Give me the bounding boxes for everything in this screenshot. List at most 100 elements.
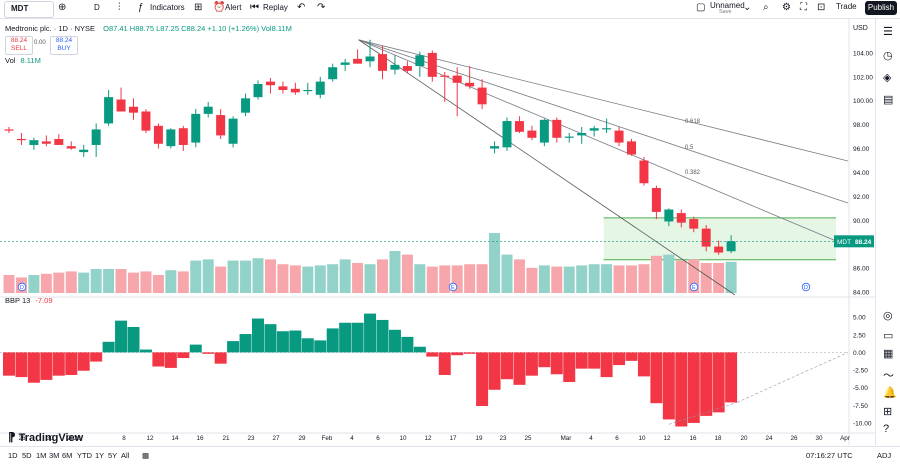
bbp-bar <box>687 352 700 423</box>
candle-body <box>514 121 524 132</box>
time-tick-label: 29 <box>298 435 306 442</box>
grid-icon[interactable]: ⊞ <box>883 406 893 418</box>
bbp-bar <box>351 322 364 353</box>
buy-button[interactable]: 88.24 BUY <box>50 36 78 55</box>
symbol-search[interactable]: MDT <box>4 1 54 18</box>
calendar-icon[interactable]: ▦ <box>883 348 894 360</box>
price-tick-label: 104.00 <box>853 50 873 57</box>
settings-icon[interactable]: ⚙ <box>782 2 791 13</box>
interval-button[interactable]: D <box>94 3 100 12</box>
bbp-bar <box>164 352 177 368</box>
timeframe-button[interactable]: All <box>121 451 130 460</box>
bbp-bar <box>3 352 15 376</box>
volume-bar <box>327 264 339 293</box>
price-tick-label: 90.00 <box>853 218 870 225</box>
volume-bar <box>165 270 177 293</box>
timeframe-button[interactable]: 1Y <box>95 451 105 460</box>
trade-button[interactable]: Trade <box>836 2 857 11</box>
candle-body <box>241 98 251 113</box>
quick-search-icon[interactable]: ⌕ <box>763 2 769 13</box>
watchlist-icon[interactable]: ☰ <box>883 26 893 38</box>
volume-bar <box>302 266 314 293</box>
undo-icon[interactable]: ↶ <box>297 2 306 13</box>
timeframe-button[interactable]: 6M <box>62 451 73 460</box>
publish-button[interactable]: Publish <box>865 1 897 15</box>
add-symbol-icon[interactable]: ⊕ <box>58 2 67 13</box>
time-tick-label: 12 <box>663 435 671 442</box>
candle-body <box>340 62 350 65</box>
layout-name[interactable]: Unnamed <box>710 1 745 10</box>
calendar-range-icon[interactable]: ▦ <box>142 451 150 460</box>
time-tick-label: 6 <box>615 435 619 442</box>
timeframe-button[interactable]: 3M <box>49 451 60 460</box>
candle-body <box>278 86 288 90</box>
indicators-icon[interactable]: ƒ <box>138 2 144 13</box>
right-toolbar: ☰ ◷ ◈ ▤ ◎ ▭ ▦ 〜 🔔 ⊞ ? <box>875 19 900 445</box>
pulse-icon[interactable]: 〜 <box>883 370 894 382</box>
candle-body <box>527 130 537 138</box>
bbp-tick-label: -7.50 <box>853 403 868 410</box>
volume-bar <box>414 264 426 293</box>
last-price-tag <box>834 235 874 248</box>
replay-button[interactable]: Replay <box>263 3 288 12</box>
notes-icon[interactable]: ▤ <box>883 94 894 106</box>
candle-body <box>477 87 487 105</box>
sell-button[interactable]: 88.24 SELL <box>5 36 33 55</box>
volume-bar <box>314 265 326 293</box>
volume-bar <box>264 259 276 293</box>
tradingview-logo: ⁋ TradingView <box>8 430 84 444</box>
bbp-projection-line <box>736 352 849 403</box>
volume-bar <box>277 264 289 293</box>
replay-icon[interactable]: ⏮ <box>250 2 259 13</box>
layout-icon[interactable]: ▢ <box>696 2 706 13</box>
timeframe-button[interactable]: 5Y <box>108 451 118 460</box>
earnings-marker-label: E <box>692 285 696 291</box>
candle-body <box>415 55 425 67</box>
timeframe-button[interactable]: 1M <box>36 451 47 460</box>
candle-body <box>502 121 512 148</box>
alert-button[interactable]: Alert <box>225 3 242 12</box>
alerts-clock-icon[interactable]: ◷ <box>883 50 893 62</box>
bbp-legend-label: BBP 13 <box>5 296 31 305</box>
candle-body <box>490 146 500 149</box>
volume-bar <box>215 266 227 293</box>
buy-label: BUY <box>57 45 71 52</box>
layers-icon[interactable]: ◈ <box>883 72 892 84</box>
timeframe-button[interactable]: YTD <box>77 451 92 460</box>
time-tick-label: 27 <box>272 435 280 442</box>
candle-body <box>29 140 39 145</box>
candle-body <box>166 129 176 147</box>
timeframe-button[interactable]: 5D <box>22 451 32 460</box>
bbp-bar <box>426 352 439 357</box>
templates-icon[interactable]: ⊞ <box>194 2 203 13</box>
redo-icon[interactable]: ↷ <box>317 2 326 13</box>
snapshot-icon[interactable]: ⊡ <box>817 2 826 13</box>
bbp-bar <box>52 352 65 376</box>
help-icon[interactable]: ? <box>883 423 890 435</box>
volume-legend-label: Vol <box>5 56 16 65</box>
chart-type-icon[interactable]: ⫶ <box>118 2 121 13</box>
bbp-bar <box>289 330 302 353</box>
candle-body <box>664 209 674 222</box>
chat-icon[interactable]: ▭ <box>883 330 894 342</box>
volume-legend-value: 8.11M <box>20 56 41 65</box>
bbp-bar <box>202 352 215 354</box>
clock-readout[interactable]: 07:16:27 UTC <box>806 451 853 460</box>
volume-bar <box>613 265 625 293</box>
bbp-bar <box>376 319 389 353</box>
candle-body <box>390 64 400 70</box>
chevron-down-icon[interactable]: ⌄ <box>743 2 752 13</box>
adjust-toggle[interactable]: ADJ <box>877 451 892 460</box>
fullscreen-icon[interactable]: ⛶ <box>800 2 807 13</box>
bbp-bar <box>438 352 451 375</box>
indicators-button[interactable]: Indicators <box>150 3 185 12</box>
target-icon[interactable]: ◎ <box>883 310 893 322</box>
bell-icon[interactable]: 🔔 <box>883 387 897 399</box>
bbp-bar <box>600 352 613 378</box>
alert-icon[interactable]: ⏰ <box>213 2 226 13</box>
candle-body <box>315 81 325 95</box>
layout-save[interactable]: Save <box>719 9 732 15</box>
timeframe-button[interactable]: 1D <box>8 451 18 460</box>
